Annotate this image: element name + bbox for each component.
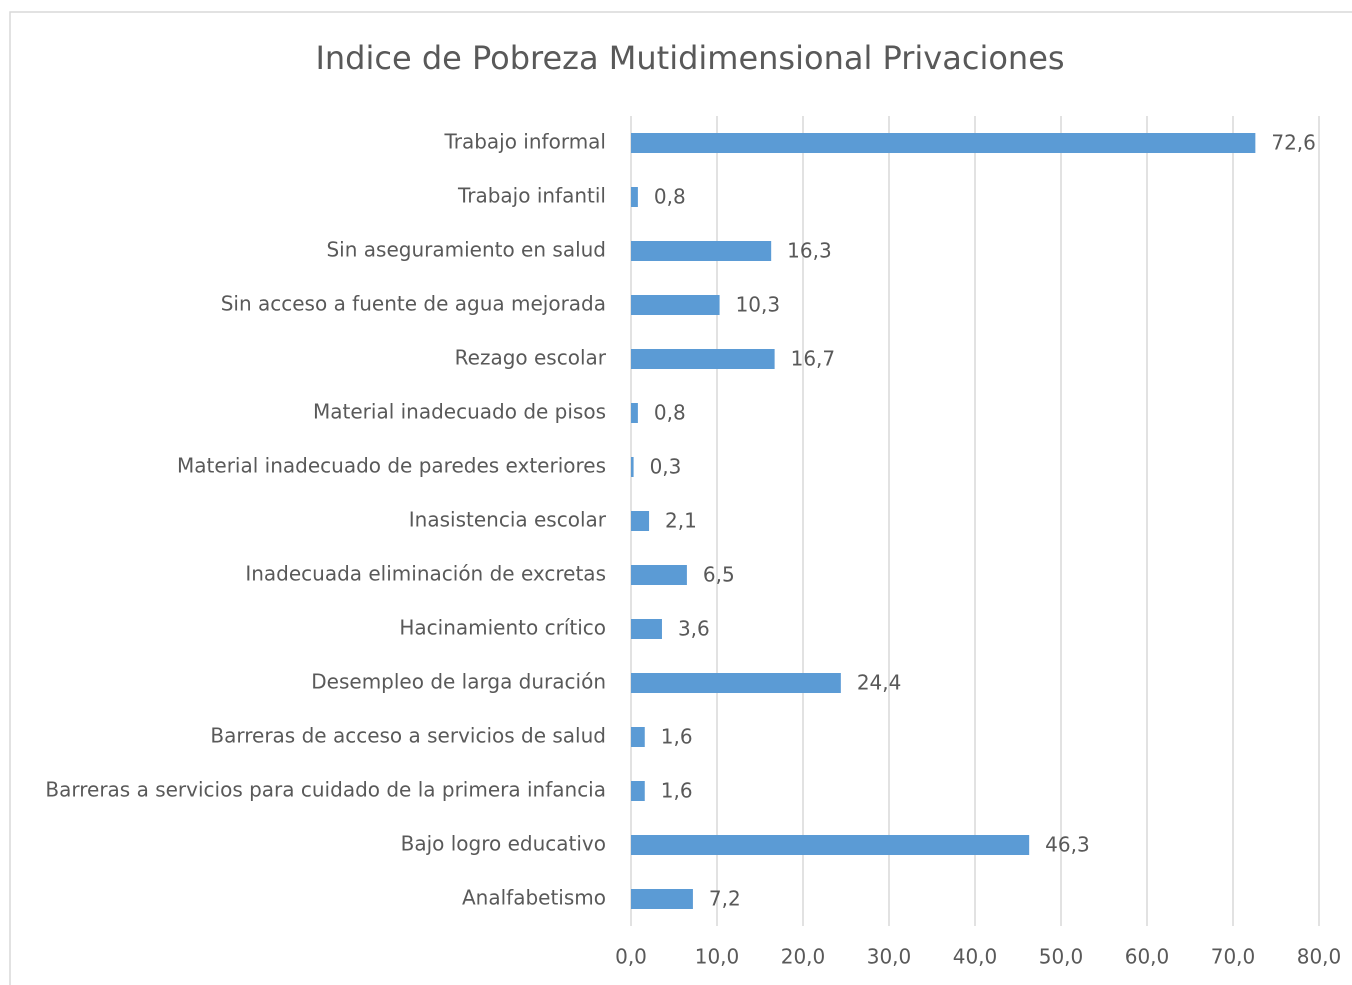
y-tick-label: Trabajo infantil	[457, 184, 606, 208]
bar	[631, 133, 1256, 153]
data-label: 0,3	[650, 455, 682, 479]
y-tick-label: Inadecuada eliminación de excretas	[245, 562, 606, 586]
bar	[631, 457, 634, 477]
data-label: 7,2	[709, 887, 741, 911]
y-tick-label: Barreras de acceso a servicios de salud	[210, 724, 606, 748]
data-label: 72,6	[1271, 131, 1316, 155]
bar	[631, 403, 638, 423]
bar	[631, 241, 772, 261]
bar	[631, 673, 841, 693]
bar	[631, 565, 687, 585]
x-tick-label: 40,0	[953, 945, 998, 969]
y-tick-label: Sin aseguramiento en salud	[326, 238, 606, 262]
y-tick-label: Material inadecuado de pisos	[313, 400, 606, 424]
y-tick-label: Barreras a servicios para cuidado de la …	[45, 778, 606, 802]
data-label: 46,3	[1045, 833, 1090, 857]
y-tick-label: Desempleo de larga duración	[311, 670, 606, 694]
bar	[631, 295, 720, 315]
bar	[631, 727, 645, 747]
bar	[631, 511, 650, 531]
x-tick-label: 60,0	[1125, 945, 1170, 969]
bar	[631, 619, 662, 639]
y-tick-label: Sin acceso a fuente de agua mejorada	[221, 292, 606, 316]
data-label: 1,6	[661, 779, 693, 803]
y-tick-label: Inasistencia escolar	[409, 508, 607, 532]
data-label: 10,3	[736, 293, 781, 317]
x-tick-label: 80,0	[1297, 945, 1342, 969]
x-tick-label: 20,0	[781, 945, 826, 969]
bar	[631, 835, 1030, 855]
x-tick-label: 70,0	[1211, 945, 1256, 969]
bar	[631, 781, 645, 801]
data-label: 3,6	[678, 617, 710, 641]
y-tick-label: Material inadecuado de paredes exteriore…	[177, 454, 606, 478]
chart-border	[9, 11, 1352, 985]
bar	[631, 187, 638, 207]
y-tick-label: Analfabetismo	[462, 886, 606, 910]
x-tick-label: 10,0	[695, 945, 740, 969]
bar	[631, 889, 693, 909]
data-label: 16,3	[787, 239, 832, 263]
data-label: 16,7	[791, 347, 836, 371]
chart-title: Indice de Pobreza Mutidimensional Privac…	[315, 39, 1064, 77]
y-tick-label: Rezago escolar	[455, 346, 607, 370]
data-label: 6,5	[703, 563, 735, 587]
y-tick-label: Hacinamiento crítico	[399, 616, 606, 640]
x-tick-label: 50,0	[1039, 945, 1084, 969]
data-label: 1,6	[661, 725, 693, 749]
data-label: 0,8	[654, 401, 686, 425]
data-label: 24,4	[857, 671, 902, 695]
y-tick-label: Bajo logro educativo	[401, 832, 606, 856]
y-tick-label: Trabajo informal	[443, 130, 606, 154]
x-tick-label: 0,0	[615, 945, 647, 969]
data-label: 2,1	[665, 509, 697, 533]
data-label: 0,8	[654, 185, 686, 209]
bar	[631, 349, 775, 369]
x-tick-label: 30,0	[867, 945, 912, 969]
